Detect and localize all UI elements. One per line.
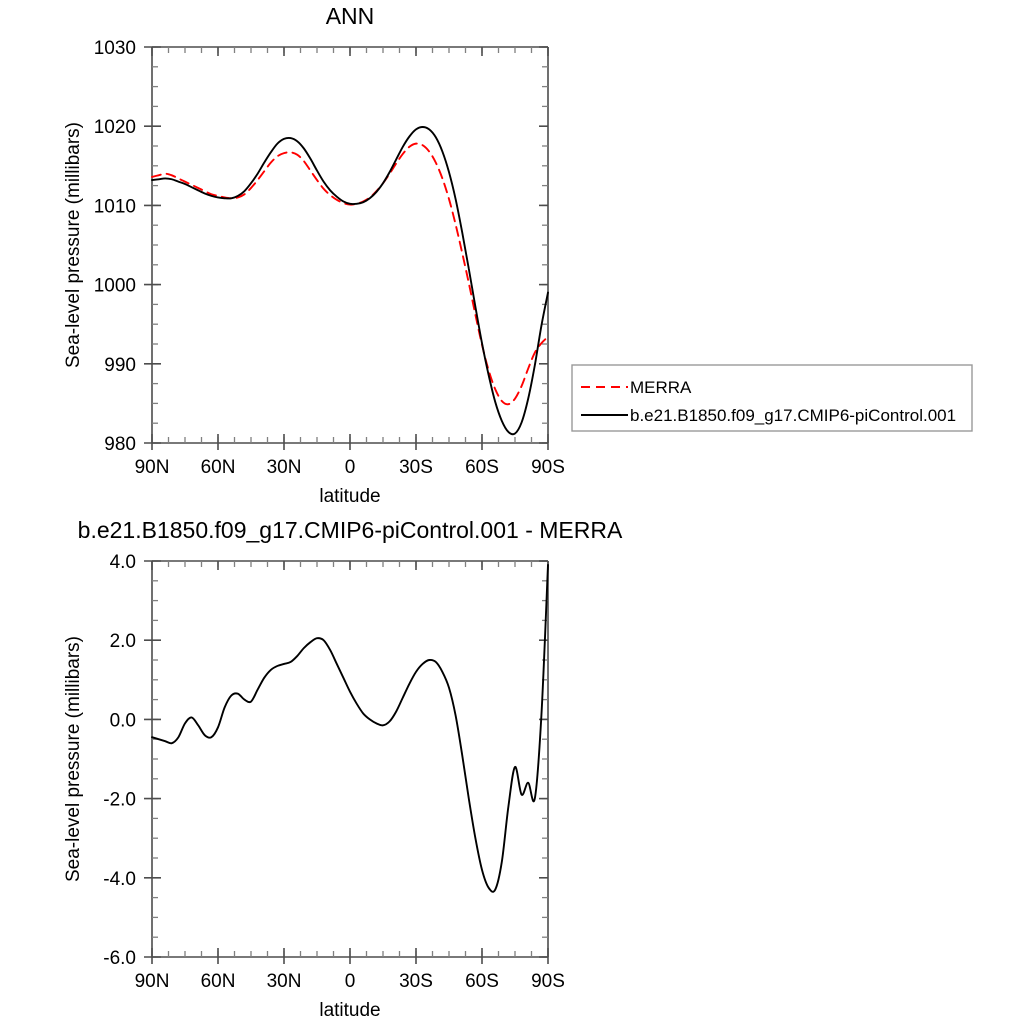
plot-frame	[151, 46, 549, 444]
x-tick-label: 0	[345, 971, 356, 992]
y-axis-title: Sea-level pressure (millibars)	[63, 636, 84, 882]
x-tick-label: 30N	[267, 457, 302, 478]
x-tick-label: 0	[345, 457, 356, 478]
series-line-secondary	[151, 126, 549, 436]
x-tick-label: 30S	[399, 971, 433, 992]
series-line-primary	[151, 564, 549, 893]
x-tick-label: 60S	[465, 457, 499, 478]
x-tick-label: 90N	[135, 971, 170, 992]
x-axis-title: latitude	[319, 486, 380, 507]
x-tick-label: 60N	[201, 971, 236, 992]
legend-box	[571, 364, 973, 432]
y-tick-label: -2.0	[103, 790, 136, 811]
y-tick-label: 0.0	[110, 710, 136, 731]
y-tick-label: 980	[104, 434, 136, 455]
x-tick-label: 60S	[465, 971, 499, 992]
x-tick-label: 90S	[531, 971, 565, 992]
y-tick-label: 1000	[94, 276, 136, 297]
y-tick-label: 2.0	[110, 631, 136, 652]
x-tick-label: 90S	[531, 457, 565, 478]
legend-label: MERRA	[630, 378, 692, 397]
y-axis-title: Sea-level pressure (millibars)	[63, 122, 84, 368]
plot-frame	[151, 560, 549, 958]
x-tick-label: 30N	[267, 971, 302, 992]
panel-title: ANN	[326, 3, 375, 29]
y-tick-label: 1020	[94, 117, 136, 138]
x-tick-label: 30S	[399, 457, 433, 478]
x-tick-label: 60N	[201, 457, 236, 478]
x-axis-title: latitude	[319, 1000, 380, 1021]
y-tick-label: 1010	[94, 196, 136, 217]
series-line-primary	[151, 142, 549, 406]
legend: MERRA b.e21.B1850.f09_g17.CMIP6-piControl…	[571, 364, 973, 432]
panel-top-panel: 90N 60N 30N 0 30S 60S 90S 980 990 1000 1010 1020 103…	[63, 3, 565, 507]
y-tick-label: -6.0	[103, 948, 136, 969]
x-tick-label: 90N	[135, 457, 170, 478]
panel-bottom-panel: 90N 60N 30N 0 30S 60S 90S -6.0 -4.0 -2.0 0.0 2.0 4.0…	[63, 517, 623, 1021]
y-tick-label: 4.0	[110, 552, 136, 573]
y-tick-label: 990	[104, 355, 136, 376]
y-tick-label: 1030	[94, 38, 136, 59]
panel-title: b.e21.B1850.f09_g17.CMIP6-piControl.001 …	[78, 517, 623, 543]
legend-label: b.e21.B1850.f09_g17.CMIP6-piControl.001	[630, 406, 956, 425]
y-tick-label: -4.0	[103, 869, 136, 890]
